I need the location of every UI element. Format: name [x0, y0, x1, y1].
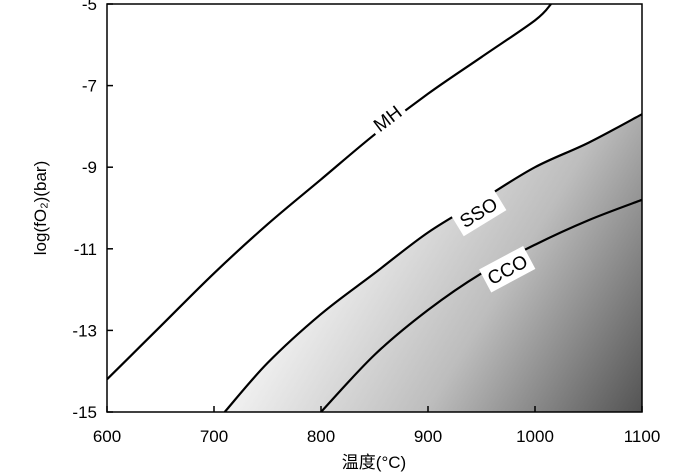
shaded-region	[224, 114, 642, 412]
curve-label-mh: MH	[364, 96, 411, 141]
y-tick-label: -5	[82, 0, 97, 14]
x-tick-label: 900	[414, 427, 442, 446]
x-tick-label: 1000	[516, 427, 554, 446]
y-tick-label: -7	[82, 77, 97, 96]
plot-frame	[106, 3, 643, 413]
curve-cco	[320, 198, 642, 412]
x-axis-label: 温度(°C)	[342, 453, 406, 472]
curve-sso	[223, 113, 642, 412]
y-tick-label: -15	[72, 403, 97, 422]
curve-mh	[107, 4, 552, 381]
y-axis-label: log(fO₂)(bar)	[31, 161, 50, 255]
label-background	[450, 187, 507, 237]
x-tick-label: 1100	[624, 427, 661, 446]
y-tick-label: -11	[74, 240, 97, 259]
x-tick-label: 800	[307, 427, 335, 446]
x-tick-label: 700	[200, 427, 228, 446]
label-background	[364, 96, 411, 141]
y-tick-label: -13	[72, 321, 97, 340]
y-tick-label: -9	[82, 158, 97, 177]
label-background	[479, 245, 536, 293]
x-tick-label: 600	[93, 427, 121, 446]
